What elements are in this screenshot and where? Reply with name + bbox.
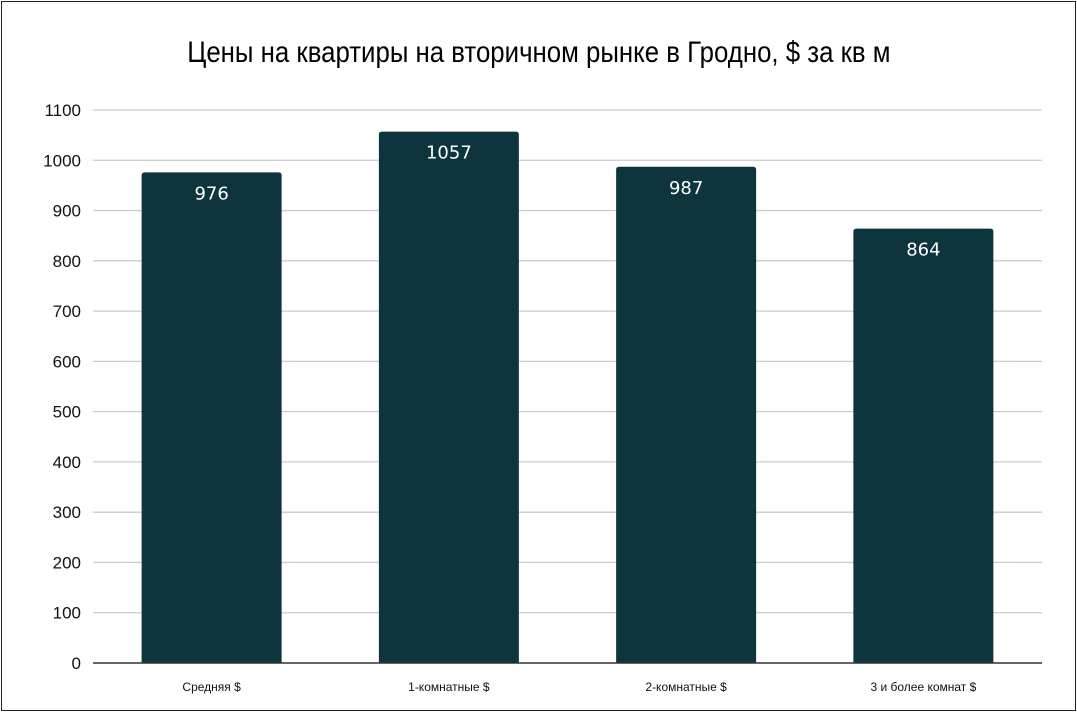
- bar: [141, 172, 282, 663]
- chart-title-text: Цены на квартиры на вторичном рынке в Гр…: [186, 36, 891, 69]
- y-tick-label: 400: [53, 453, 81, 472]
- data-label: 976: [194, 183, 228, 204]
- x-tick-label: Средняя $: [182, 680, 241, 694]
- bar: [378, 131, 519, 663]
- y-tick-label: 800: [53, 252, 81, 271]
- x-tick-label: 2-комнатные $: [645, 680, 727, 694]
- y-tick-label: 1000: [43, 151, 81, 170]
- chart-title: Цены на квартиры на вторичном рынке в Гр…: [0, 36, 1077, 70]
- y-tick-label: 300: [53, 503, 81, 522]
- bar: [853, 228, 994, 664]
- y-tick-label: 500: [53, 403, 81, 422]
- bar: [616, 166, 757, 664]
- y-tick-label: 900: [53, 202, 81, 221]
- data-label: 864: [906, 240, 940, 261]
- y-tick-label: 700: [53, 302, 81, 321]
- y-tick-label: 0: [72, 654, 81, 673]
- y-tick-label: 200: [53, 553, 81, 572]
- x-tick-label: 1-комнатные $: [408, 680, 490, 694]
- y-tick-label: 100: [53, 604, 81, 623]
- data-label: 987: [669, 178, 703, 199]
- y-tick-label: 1100: [44, 101, 81, 120]
- x-tick-label: 3 и более комнат $: [870, 680, 976, 694]
- y-tick-label: 600: [53, 352, 81, 371]
- data-label: 1057: [426, 143, 472, 164]
